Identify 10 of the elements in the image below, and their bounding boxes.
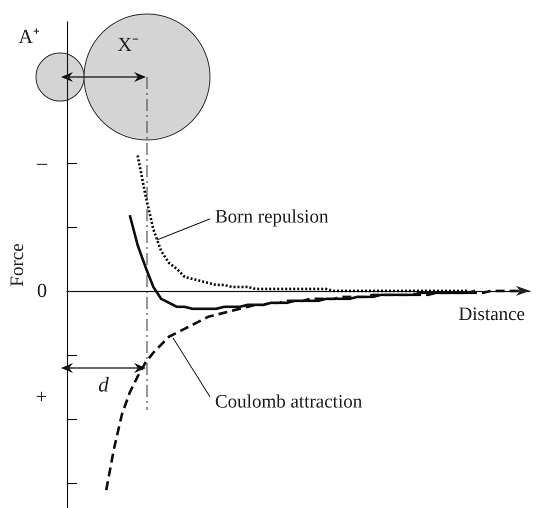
annotation: Born repulsion	[215, 206, 329, 228]
annotation: d	[98, 372, 110, 396]
text: –	[36, 152, 48, 174]
y-axis-title: Force	[7, 243, 28, 287]
text: 0	[37, 280, 47, 302]
text: A⁺	[18, 26, 40, 48]
x-axis-title: Distance	[458, 304, 525, 325]
annotation: Coulomb attraction	[215, 391, 363, 412]
text: +	[36, 386, 47, 408]
text: X⁻	[118, 34, 139, 56]
